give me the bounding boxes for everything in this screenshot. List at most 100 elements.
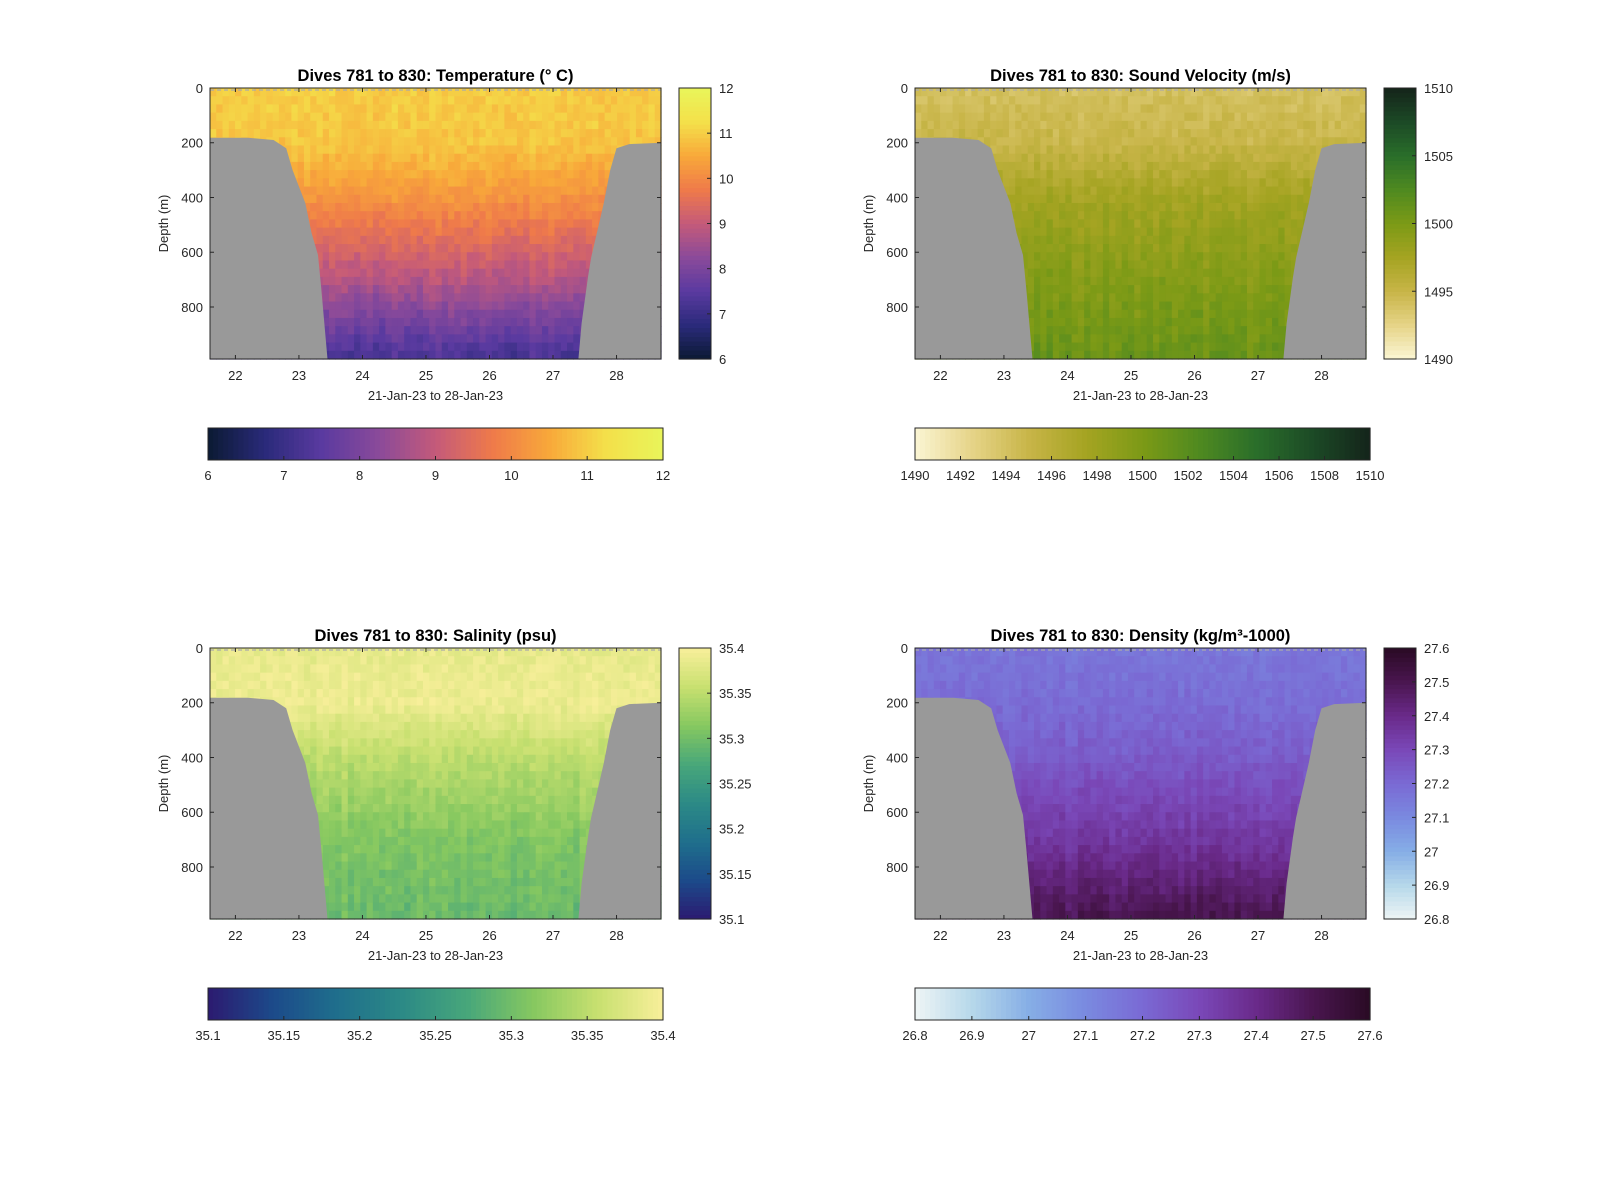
heatmap-cell xyxy=(473,161,480,171)
heatmap-cell xyxy=(354,309,361,319)
heatmap-cell xyxy=(1040,112,1048,122)
colorbar-segment xyxy=(481,428,487,460)
heatmap-cell xyxy=(479,309,487,319)
heatmap-cell xyxy=(316,211,324,220)
heatmap-cell xyxy=(1272,268,1279,278)
heatmap-cell xyxy=(1178,202,1185,212)
heatmap-cell xyxy=(1234,293,1242,303)
heatmap-cell xyxy=(435,252,443,262)
heatmap-cell xyxy=(1284,104,1292,114)
heatmap-cell xyxy=(516,260,524,270)
heatmap-cell xyxy=(504,285,512,294)
heatmap-cell xyxy=(1140,252,1148,262)
heatmap-cell xyxy=(1297,104,1304,114)
heatmap-cell xyxy=(1015,120,1023,130)
heatmap-cell xyxy=(1065,244,1073,253)
heatmap-cell xyxy=(573,211,581,220)
heatmap-cell xyxy=(1196,112,1204,122)
heatmap-cell xyxy=(1315,129,1323,138)
heatmap-cell xyxy=(927,129,935,138)
heatmap-cell xyxy=(1209,285,1217,294)
heatmap-cell xyxy=(1265,202,1273,212)
heatmap-cell xyxy=(560,161,568,171)
colorbar-segment xyxy=(465,428,472,460)
heatmap-cell xyxy=(1121,153,1129,163)
heatmap-cell xyxy=(1221,326,1229,335)
heatmap-cell xyxy=(341,235,349,245)
heatmap-cell xyxy=(579,276,587,286)
heatmap-cell xyxy=(460,301,468,311)
heatmap-cell xyxy=(1065,120,1073,130)
heatmap-cell xyxy=(322,268,330,278)
heatmap-cell xyxy=(1265,334,1273,344)
heatmap-cell xyxy=(322,235,330,245)
heatmap-cell xyxy=(1040,293,1048,303)
colorbar-segment xyxy=(263,428,270,460)
heatmap-cell xyxy=(435,112,443,122)
seafloor-mask-right xyxy=(1283,142,1366,359)
heatmap-cell xyxy=(1228,309,1236,319)
heatmap-cell xyxy=(435,326,443,335)
heatmap-cell xyxy=(541,276,549,286)
heatmap-cell xyxy=(1284,202,1292,212)
heatmap-cell xyxy=(341,104,349,114)
heatmap-cell xyxy=(1228,170,1236,179)
heatmap-cell xyxy=(1121,227,1129,237)
heatmap-cell xyxy=(567,342,574,352)
heatmap-cell xyxy=(541,88,549,97)
heatmap-cell xyxy=(1278,178,1286,188)
heatmap-cell xyxy=(485,112,493,122)
heatmap-cell xyxy=(1040,145,1048,155)
heatmap-cell xyxy=(1196,161,1204,171)
heatmap-cell xyxy=(316,96,324,106)
heatmap-cell xyxy=(510,227,518,237)
heatmap-cell xyxy=(1134,104,1142,114)
heatmap-cell xyxy=(1096,317,1104,327)
heatmap-cell xyxy=(933,112,941,122)
heatmap-cell xyxy=(372,342,380,352)
heatmap-cell xyxy=(454,334,462,344)
heatmap-cell xyxy=(372,293,380,303)
colorbar-segment xyxy=(299,428,305,460)
heatmap-cell xyxy=(983,129,991,138)
colorbar-segment xyxy=(679,169,711,175)
heatmap-cell xyxy=(523,285,531,294)
heatmap-cell xyxy=(316,170,324,179)
colorbar-segment xyxy=(679,110,711,116)
heatmap-cell xyxy=(360,211,368,220)
heatmap-cell xyxy=(604,153,612,163)
heatmap-cell xyxy=(1171,276,1179,286)
heatmap-cell xyxy=(504,153,512,163)
heatmap-cell xyxy=(1353,120,1361,130)
heatmap-cell xyxy=(385,334,393,344)
heatmap-cell xyxy=(1159,268,1167,278)
heatmap-cell xyxy=(1153,235,1160,245)
heatmap-cell xyxy=(1046,293,1054,303)
heatmap-cell xyxy=(466,252,474,262)
heatmap-cell xyxy=(479,96,487,106)
heatmap-cell xyxy=(1240,129,1248,138)
heatmap-cell xyxy=(216,120,224,130)
heatmap-cell xyxy=(310,137,318,147)
heatmap-cell xyxy=(1334,120,1342,130)
heatmap-cell xyxy=(1071,350,1079,360)
heatmap-cell xyxy=(441,268,449,278)
heatmap-cell xyxy=(598,120,606,130)
heatmap-cell xyxy=(322,227,330,237)
heatmap-cell xyxy=(485,161,493,171)
heatmap-cell xyxy=(610,112,618,122)
heatmap-cell xyxy=(416,112,424,122)
heatmap-cell xyxy=(416,137,424,147)
heatmap-cell xyxy=(1203,342,1210,352)
heatmap-cell xyxy=(1096,137,1104,147)
heatmap-cell xyxy=(1096,161,1104,171)
heatmap-cell xyxy=(316,202,324,212)
heatmap-cell xyxy=(410,170,418,179)
heatmap-cell xyxy=(1234,170,1242,179)
heatmap-cell xyxy=(347,178,355,188)
heatmap-cell xyxy=(510,120,518,130)
heatmap-cell xyxy=(598,137,606,147)
heatmap-cell xyxy=(1246,153,1254,163)
heatmap-cell xyxy=(404,227,412,237)
heatmap-cell xyxy=(485,178,493,188)
